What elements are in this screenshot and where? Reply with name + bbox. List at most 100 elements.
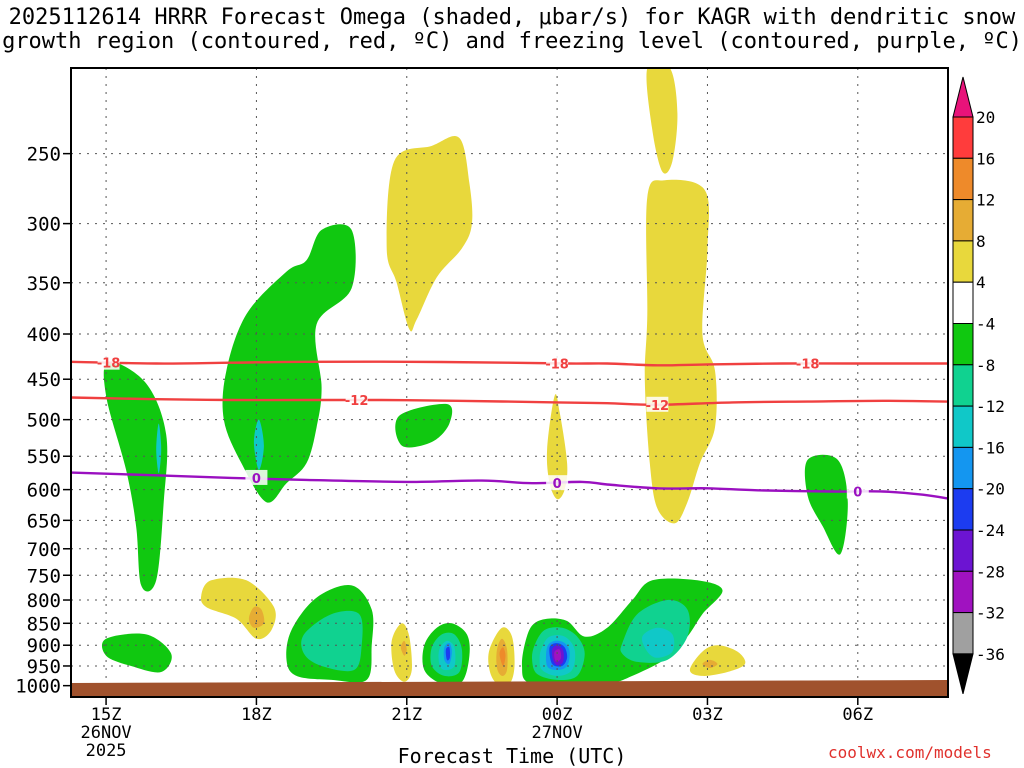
colorbar-segment-6 [952, 323, 974, 366]
colorbar-label-13: -36 [976, 645, 1005, 664]
xtick-label-18Z: 18Z [241, 705, 272, 725]
ytick-label-300: 300 [27, 214, 61, 236]
freezing-level-label-bg-1 [546, 475, 569, 491]
dgz-lower-label-bg-0 [345, 391, 368, 407]
ytick-label-900: 900 [27, 635, 61, 657]
colorbar-segment-13 [952, 612, 974, 655]
freezing-level-label-1: 0 [553, 477, 562, 492]
dgz-upper-label-bg-2 [796, 355, 819, 371]
omega-region-34 [644, 179, 717, 524]
colorbar-label-8: -16 [976, 438, 1005, 457]
ytick-label-850: 850 [27, 613, 61, 635]
omega-region-16 [641, 627, 675, 658]
dgz-lower-label-bg-1 [646, 396, 669, 412]
dgz-upper-label-0: -18 [97, 357, 121, 372]
xtick-label-21Z: 21Z [391, 705, 422, 725]
colorbar-segment-1 [952, 116, 974, 159]
xtick-label-06Z: 06Z [842, 705, 873, 725]
dgz-upper-label-1: -18 [545, 358, 569, 373]
omega-region-35 [646, 68, 678, 174]
colorbar-arrow-top [952, 76, 974, 118]
xtick-date-00Z: 27NOV [532, 723, 583, 743]
ytick-label-600: 600 [27, 480, 61, 502]
title-line-2: growth region (contoured, red, ºC) and f… [2, 29, 1022, 54]
colorbar-label-0: 20 [976, 108, 995, 127]
dgz-lower-label-0: -12 [345, 394, 369, 409]
omega-region-0 [103, 361, 168, 592]
omega-region-3 [253, 419, 264, 470]
omega-region-22 [554, 649, 562, 662]
dgz-lower-label-1: -12 [646, 399, 670, 414]
omega-region-6 [101, 633, 172, 673]
omega-region-31 [702, 659, 718, 668]
colorbar-segment-3 [952, 199, 974, 242]
plot-frame [70, 67, 949, 698]
colorbar-segment-4 [952, 240, 974, 283]
omega-region-23 [200, 577, 276, 640]
omega-region-25 [391, 623, 413, 682]
ytick-label-950: 950 [27, 656, 61, 678]
colorbar-label-6: -8 [976, 356, 995, 375]
colorbar-segment-5 [952, 281, 974, 325]
colorbar-segment-7 [952, 364, 974, 407]
omega-region-29 [499, 647, 506, 667]
dgz-upper-label-2: -18 [796, 358, 820, 373]
colorbar-label-7: -12 [976, 397, 1005, 416]
ytick-label-800: 800 [27, 590, 61, 612]
colorbar-label-1: 16 [976, 149, 995, 168]
dgz-lower-line [71, 396, 948, 407]
ytick-label-500: 500 [27, 410, 61, 432]
ytick-label-250: 250 [27, 144, 61, 166]
freezing-level-label-bg-0 [245, 469, 268, 485]
xtick-label-00Z: 00Z [542, 705, 573, 725]
xtick-label-03Z: 03Z [692, 705, 723, 725]
freezing-level-label-2: 0 [853, 486, 862, 501]
colorbar-label-12: -32 [976, 604, 1005, 623]
ytick-label-400: 400 [27, 324, 61, 346]
omega-region-32 [386, 136, 473, 332]
ytick-label-550: 550 [27, 446, 61, 468]
dgz-upper-label-bg-0 [97, 354, 120, 370]
xtick-year-15Z: 2025 [86, 741, 127, 761]
omega-region-33 [546, 394, 568, 500]
colorbar-segment-8 [952, 405, 974, 448]
x-axis-title: Forecast Time (UTC) [397, 744, 627, 768]
title-line-1: 2025112614 HRRR Forecast Omega (shaded, … [8, 5, 1016, 30]
ytick-label-650: 650 [27, 510, 61, 532]
omega-region-5 [804, 454, 848, 555]
omega-region-4 [395, 403, 453, 448]
ytick-label-750: 750 [27, 565, 61, 587]
freezing-level-label-bg-2 [846, 483, 869, 499]
colorbar-label-2: 12 [976, 191, 995, 210]
colorbar-segment-12 [952, 570, 974, 614]
xtick-label-15Z: 15Z [91, 705, 122, 725]
omega-region-26 [400, 640, 407, 656]
freezing-level-label-0: 0 [252, 472, 261, 487]
colorbar-segment-11 [952, 529, 974, 572]
colorbar-arrow-bottom [952, 653, 974, 695]
colorbar-segment-10 [952, 488, 974, 531]
credit-link[interactable]: coolwx.com/models [828, 743, 992, 762]
ytick-label-1000: 1000 [15, 676, 61, 698]
omega-region-30 [689, 645, 746, 676]
colorbar-segment-2 [952, 157, 974, 201]
omega-region-24 [248, 606, 265, 628]
ytick-label-350: 350 [27, 273, 61, 295]
colorbar-label-10: -24 [976, 521, 1005, 540]
colorbar-label-4: 4 [976, 273, 986, 292]
colorbar-label-11: -28 [976, 562, 1005, 581]
colorbar-label-3: 8 [976, 232, 986, 251]
colorbar-label-9: -20 [976, 480, 1005, 499]
omega-region-8 [301, 610, 363, 672]
xtick-date-15Z: 26NOV [80, 723, 131, 743]
ytick-label-700: 700 [27, 539, 61, 561]
ground-surface [71, 680, 948, 697]
ytick-label-450: 450 [27, 369, 61, 391]
dgz-upper-label-bg-1 [546, 355, 569, 371]
omega-region-13 [445, 646, 451, 661]
omega-region-1 [156, 423, 162, 474]
colorbar-label-5: -4 [976, 315, 995, 334]
colorbar-segment-9 [952, 446, 974, 490]
chart-title: 2025112614 HRRR Forecast Omega (shaded, … [0, 6, 1024, 54]
